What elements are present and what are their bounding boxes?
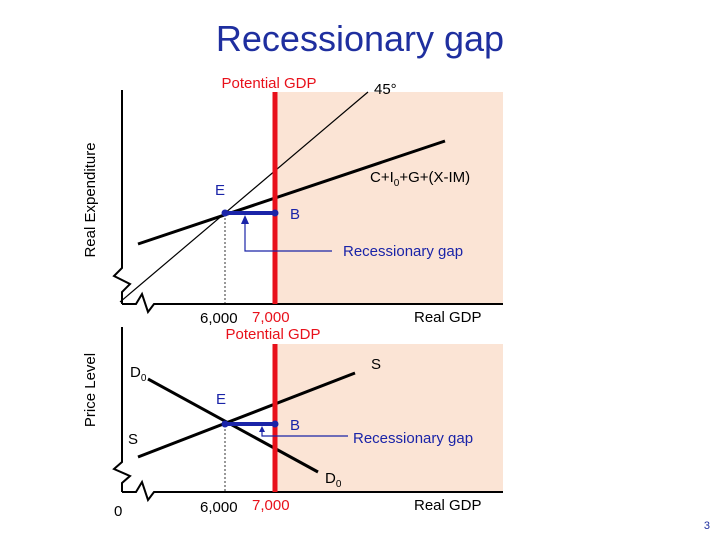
top-x-axis: [122, 291, 503, 315]
bottom-supply-label-top: S: [371, 356, 381, 373]
top-expenditure-line: [137, 139, 446, 246]
top-gap-pointer-arrowhead: [241, 215, 249, 224]
bottom-demand-label: D0: [130, 364, 147, 384]
top-expenditure-label: C+I0+G+(X-IM): [370, 169, 470, 189]
bottom-y-axis: [112, 327, 132, 492]
slide-number: 3: [703, 520, 710, 532]
top-point-b-label: B: [290, 206, 300, 223]
bottom-supply-curve: [137, 371, 356, 459]
top-x-axis-label: Real GDP: [414, 309, 482, 326]
bottom-tick-potential: 7,000: [252, 497, 290, 514]
bottom-gap-label: Recessionary gap: [353, 430, 473, 447]
bottom-point-e-label: E: [216, 391, 226, 408]
top-panel: Potential GDP 45° C+I0+G+(X-IM) E B Rece…: [82, 75, 503, 327]
slide-title: Recessionary gap: [215, 18, 505, 59]
bottom-potential-gdp-label: Potential GDP: [225, 326, 320, 343]
top-point-e-dot: [221, 209, 229, 217]
bottom-gap-pointer-arrowhead: [259, 426, 265, 432]
bottom-supply-label-left: S: [128, 431, 138, 448]
bottom-panel: Potential GDP S D0 E B Recessionary gap …: [82, 326, 503, 520]
top-45-degree-line: [119, 91, 369, 303]
bottom-y-axis-label: Price Level: [82, 353, 99, 427]
bottom-x-axis-label: Real GDP: [414, 497, 482, 514]
bottom-point-b-dot: [271, 420, 279, 428]
top-point-b-dot: [271, 209, 279, 217]
bottom-gap-region: [275, 344, 503, 492]
top-y-axis-label: Real Expenditure: [82, 142, 99, 257]
top-potential-gdp-label: Potential GDP: [221, 75, 316, 92]
bottom-point-b-label: B: [290, 417, 300, 434]
bottom-x-axis: [122, 479, 503, 503]
top-tick-potential: 7,000: [252, 309, 290, 326]
top-tick-equilibrium: 6,000: [200, 310, 238, 327]
top-45-label: 45°: [374, 81, 397, 98]
top-y-axis: [112, 90, 132, 304]
bottom-demand-label-end: D0: [325, 470, 342, 490]
bottom-gap-pointer: [261, 431, 348, 437]
top-gap-label: Recessionary gap: [343, 243, 463, 260]
bottom-point-e-dot: [221, 420, 229, 428]
top-gap-pointer: [244, 222, 332, 252]
top-point-e-label: E: [215, 182, 225, 199]
top-gap-region: [275, 92, 503, 304]
bottom-origin-label: 0: [114, 503, 122, 520]
bottom-tick-equilibrium: 6,000: [200, 499, 238, 516]
